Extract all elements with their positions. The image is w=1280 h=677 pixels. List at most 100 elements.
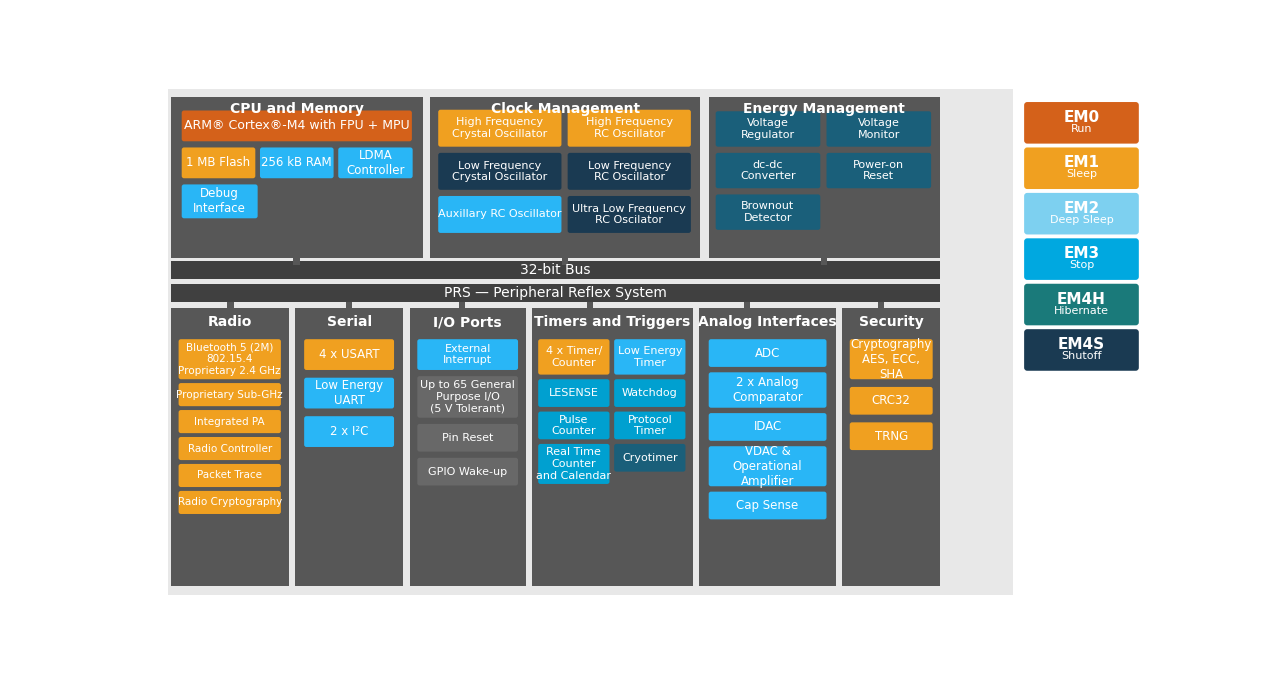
Text: Analog Interfaces: Analog Interfaces <box>699 315 837 329</box>
Text: High Frequency
Crystal Oscillator: High Frequency Crystal Oscillator <box>452 117 548 139</box>
FancyBboxPatch shape <box>1024 284 1139 326</box>
Text: CPU and Memory: CPU and Memory <box>230 102 364 116</box>
Text: PRS — Peripheral Reflex System: PRS — Peripheral Reflex System <box>444 286 667 300</box>
FancyBboxPatch shape <box>1024 148 1139 189</box>
Text: Voltage
Monitor: Voltage Monitor <box>858 118 900 139</box>
Text: Power-on
Reset: Power-on Reset <box>854 160 905 181</box>
Text: I/O Ports: I/O Ports <box>434 315 502 329</box>
Bar <box>708 97 941 259</box>
Bar <box>422 97 430 259</box>
Text: Pin Reset: Pin Reset <box>442 433 493 443</box>
Bar <box>562 257 568 265</box>
FancyBboxPatch shape <box>179 339 280 379</box>
FancyBboxPatch shape <box>827 111 931 147</box>
FancyBboxPatch shape <box>179 491 280 514</box>
Text: Low Frequency
Crystal Oscillator: Low Frequency Crystal Oscillator <box>452 160 548 182</box>
FancyBboxPatch shape <box>716 111 820 147</box>
Text: Brownout
Detector: Brownout Detector <box>741 201 795 223</box>
Text: ARM® Cortex®-M4 with FPU + MPU: ARM® Cortex®-M4 with FPU + MPU <box>184 119 410 133</box>
FancyBboxPatch shape <box>182 148 255 178</box>
FancyBboxPatch shape <box>1024 238 1139 280</box>
Bar <box>170 261 941 279</box>
Text: Pulse
Counter: Pulse Counter <box>552 414 596 436</box>
FancyBboxPatch shape <box>709 492 827 519</box>
Text: Stop: Stop <box>1069 260 1094 270</box>
Bar <box>526 309 532 586</box>
Bar <box>293 257 300 265</box>
Bar <box>228 302 234 309</box>
Text: 4 x Timer/
Counter: 4 x Timer/ Counter <box>545 346 602 368</box>
Text: Low Energy
UART: Low Energy UART <box>315 379 383 407</box>
Text: LDMA
Controller: LDMA Controller <box>346 149 404 177</box>
Bar <box>701 97 709 259</box>
FancyBboxPatch shape <box>179 383 280 406</box>
Text: Ultra Low Frequency
RC Oscilator: Ultra Low Frequency RC Oscilator <box>572 204 686 225</box>
Text: EM4S: EM4S <box>1057 337 1105 352</box>
Text: Radio Controller: Radio Controller <box>188 443 271 454</box>
Text: IDAC: IDAC <box>754 420 782 433</box>
Text: EM3: EM3 <box>1064 246 1100 261</box>
FancyBboxPatch shape <box>850 339 933 379</box>
FancyBboxPatch shape <box>305 339 394 370</box>
Text: Security: Security <box>859 315 924 329</box>
FancyBboxPatch shape <box>716 194 820 230</box>
Text: EM1: EM1 <box>1064 155 1100 171</box>
FancyBboxPatch shape <box>179 437 280 460</box>
FancyBboxPatch shape <box>538 412 609 439</box>
FancyBboxPatch shape <box>438 153 562 190</box>
FancyBboxPatch shape <box>538 444 609 484</box>
Text: External
Interrupt: External Interrupt <box>443 344 493 366</box>
Text: Radio: Radio <box>207 315 252 329</box>
FancyBboxPatch shape <box>338 148 412 178</box>
FancyBboxPatch shape <box>179 410 280 433</box>
Text: 2 x Analog
Comparator: 2 x Analog Comparator <box>732 376 803 404</box>
FancyBboxPatch shape <box>417 458 518 485</box>
Text: Packet Trace: Packet Trace <box>197 471 262 481</box>
FancyBboxPatch shape <box>305 416 394 447</box>
FancyBboxPatch shape <box>850 387 933 414</box>
FancyBboxPatch shape <box>1024 102 1139 144</box>
FancyBboxPatch shape <box>260 148 334 178</box>
Text: 1 MB Flash: 1 MB Flash <box>187 156 251 169</box>
FancyBboxPatch shape <box>1024 329 1139 371</box>
Text: Hibernate: Hibernate <box>1053 306 1108 315</box>
Text: Bluetooth 5 (2M)
802.15.4
Proprietary 2.4 GHz: Bluetooth 5 (2M) 802.15.4 Proprietary 2.… <box>178 343 282 376</box>
Text: Sleep: Sleep <box>1066 169 1097 179</box>
FancyBboxPatch shape <box>1024 193 1139 234</box>
Text: Up to 65 General
Purpose I/O
(5 V Tolerant): Up to 65 General Purpose I/O (5 V Tolera… <box>420 380 515 414</box>
FancyBboxPatch shape <box>709 339 827 367</box>
Bar <box>289 309 294 586</box>
FancyBboxPatch shape <box>850 422 933 450</box>
Text: Proprietary Sub-GHz: Proprietary Sub-GHz <box>177 390 283 399</box>
Text: Low Frequency
RC Oscillator: Low Frequency RC Oscillator <box>588 160 671 182</box>
FancyBboxPatch shape <box>438 196 562 233</box>
Text: Serial: Serial <box>326 315 371 329</box>
Text: Cap Sense: Cap Sense <box>736 499 799 512</box>
Bar <box>694 309 699 586</box>
Text: EM2: EM2 <box>1064 201 1100 216</box>
Text: CRC32: CRC32 <box>872 394 910 408</box>
Text: Shutoff: Shutoff <box>1061 351 1102 361</box>
Bar <box>170 279 941 284</box>
Text: Watchdog: Watchdog <box>622 388 677 398</box>
FancyBboxPatch shape <box>438 110 562 147</box>
Text: 2 x I²C: 2 x I²C <box>330 425 369 438</box>
Bar <box>460 302 466 309</box>
Bar <box>699 309 836 586</box>
Bar <box>346 302 352 309</box>
FancyBboxPatch shape <box>614 339 686 374</box>
Bar <box>842 309 941 586</box>
Bar <box>403 309 410 586</box>
Text: EM0: EM0 <box>1064 110 1100 125</box>
Text: dc-dc
Converter: dc-dc Converter <box>740 160 796 181</box>
FancyBboxPatch shape <box>716 153 820 188</box>
Bar <box>588 302 593 309</box>
Text: GPIO Wake-up: GPIO Wake-up <box>428 466 507 477</box>
FancyBboxPatch shape <box>538 379 609 407</box>
Bar <box>836 309 842 586</box>
Text: ADC: ADC <box>755 347 781 359</box>
Text: EM4H: EM4H <box>1057 292 1106 307</box>
FancyBboxPatch shape <box>538 339 609 374</box>
Bar <box>410 309 526 586</box>
Bar <box>170 284 941 302</box>
